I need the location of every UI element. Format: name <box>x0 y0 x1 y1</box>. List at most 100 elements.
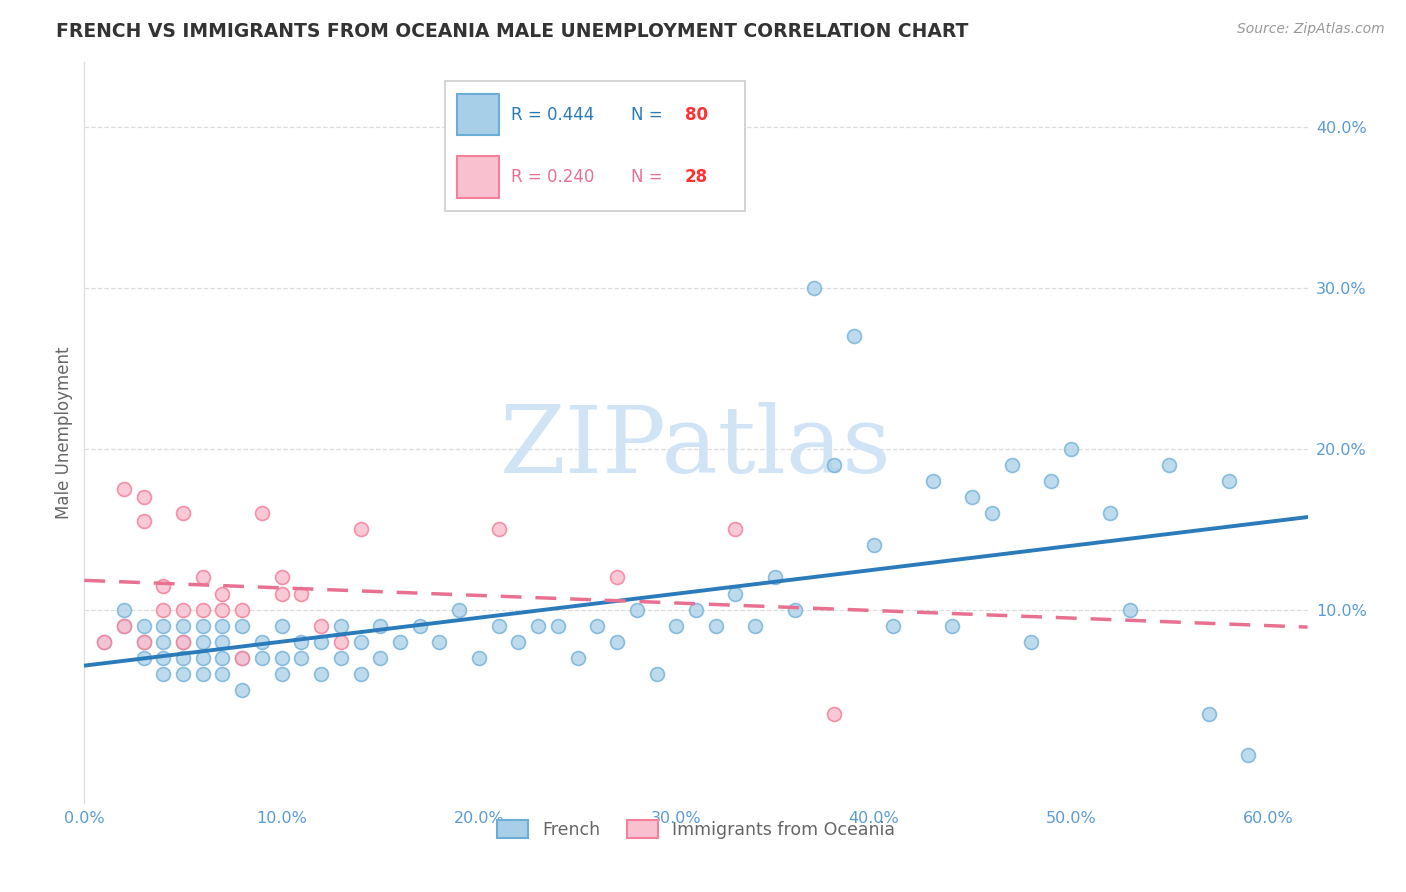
Point <box>368 619 391 633</box>
Point <box>488 619 510 633</box>
Text: ZIPatlas: ZIPatlas <box>501 402 891 492</box>
Point <box>152 578 174 592</box>
Point <box>132 619 155 633</box>
Point <box>152 602 174 616</box>
Point <box>211 635 233 649</box>
Point <box>349 522 371 536</box>
Point <box>842 329 865 343</box>
Point <box>409 619 432 633</box>
Point <box>211 586 233 600</box>
Point <box>231 619 253 633</box>
Point <box>191 619 214 633</box>
Point <box>93 635 115 649</box>
Point <box>172 635 194 649</box>
Point <box>527 619 550 633</box>
Point <box>349 635 371 649</box>
Point <box>132 490 155 504</box>
Point <box>763 570 786 584</box>
Point <box>309 635 332 649</box>
Point <box>1218 474 1240 488</box>
Point <box>112 482 135 496</box>
Point <box>1237 747 1260 762</box>
Point <box>606 570 628 584</box>
Point <box>290 651 312 665</box>
Point <box>112 602 135 616</box>
Point <box>626 602 648 616</box>
Point <box>449 602 471 616</box>
Point <box>368 651 391 665</box>
Point <box>172 602 194 616</box>
Point <box>645 667 668 681</box>
Point <box>191 651 214 665</box>
Point <box>862 538 884 552</box>
Point <box>112 619 135 633</box>
Point <box>270 651 292 665</box>
Point <box>1001 458 1024 472</box>
Point <box>389 635 412 649</box>
Point <box>211 602 233 616</box>
Legend: French, Immigrants from Oceania: French, Immigrants from Oceania <box>491 814 901 846</box>
Point <box>191 635 214 649</box>
Point <box>309 619 332 633</box>
Point <box>152 619 174 633</box>
Point <box>941 619 963 633</box>
Point <box>132 635 155 649</box>
Point <box>93 635 115 649</box>
Point <box>508 635 530 649</box>
Point <box>1021 635 1043 649</box>
Y-axis label: Male Unemployment: Male Unemployment <box>55 346 73 519</box>
Point <box>132 635 155 649</box>
Point <box>704 619 727 633</box>
Point <box>960 490 983 504</box>
Point <box>606 635 628 649</box>
Point <box>1040 474 1063 488</box>
Point <box>921 474 943 488</box>
Point <box>1060 442 1083 456</box>
Point <box>882 619 904 633</box>
Point <box>665 619 688 633</box>
Point <box>586 619 609 633</box>
Point <box>744 619 766 633</box>
Point <box>349 667 371 681</box>
Text: FRENCH VS IMMIGRANTS FROM OCEANIA MALE UNEMPLOYMENT CORRELATION CHART: FRENCH VS IMMIGRANTS FROM OCEANIA MALE U… <box>56 22 969 41</box>
Point <box>250 651 273 665</box>
Point <box>211 667 233 681</box>
Point <box>211 651 233 665</box>
Point <box>191 570 214 584</box>
Point <box>152 635 174 649</box>
Point <box>270 586 292 600</box>
Point <box>1198 707 1220 722</box>
Point <box>685 602 707 616</box>
Point <box>290 635 312 649</box>
Point <box>231 683 253 698</box>
Point <box>152 667 174 681</box>
Point <box>429 635 451 649</box>
Point <box>329 635 352 649</box>
Point <box>309 667 332 681</box>
Point <box>172 651 194 665</box>
Point <box>329 651 352 665</box>
Point <box>1099 506 1122 520</box>
Point <box>191 667 214 681</box>
Point <box>488 522 510 536</box>
Point <box>290 586 312 600</box>
Point <box>172 667 194 681</box>
Point <box>724 586 747 600</box>
Point <box>231 651 253 665</box>
Point <box>112 619 135 633</box>
Point <box>191 602 214 616</box>
Point <box>152 651 174 665</box>
Point <box>783 602 806 616</box>
Point <box>270 619 292 633</box>
Point <box>980 506 1002 520</box>
Point <box>270 570 292 584</box>
Point <box>231 651 253 665</box>
Point <box>231 602 253 616</box>
Text: Source: ZipAtlas.com: Source: ZipAtlas.com <box>1237 22 1385 37</box>
Point <box>823 458 845 472</box>
Point <box>211 619 233 633</box>
Point <box>1119 602 1142 616</box>
Point <box>547 619 569 633</box>
Point <box>172 635 194 649</box>
Point <box>132 514 155 528</box>
